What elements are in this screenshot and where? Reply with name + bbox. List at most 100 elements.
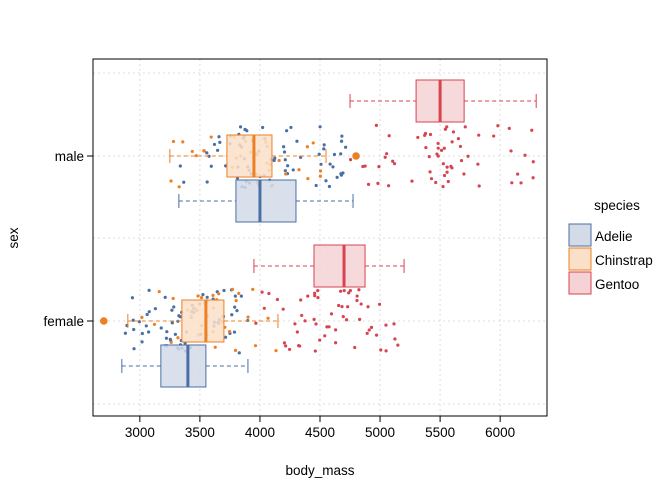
- jitter-point: [366, 305, 370, 309]
- jitter-point: [384, 323, 388, 327]
- jitter-point: [140, 340, 144, 344]
- legend: species Adelie Chinstrap Gentoo: [568, 198, 653, 295]
- jitter-point: [288, 347, 292, 352]
- jitter-point: [199, 295, 204, 300]
- jitter-point: [379, 348, 383, 352]
- jitter-point: [163, 295, 167, 299]
- jitter-point: [392, 162, 397, 166]
- legend-title: species: [594, 198, 640, 213]
- jitter-point: [217, 135, 221, 139]
- box-gentoo-male: [349, 79, 537, 123]
- jitter-point: [170, 321, 174, 325]
- jitter-point: [374, 333, 379, 337]
- jitter-point: [365, 331, 369, 335]
- box-chinstrap-female: [100, 299, 279, 343]
- x-tick-label: 4500: [305, 425, 335, 440]
- jitter-point: [176, 336, 180, 340]
- jitter-point: [212, 142, 217, 147]
- jitter-point: [328, 162, 332, 166]
- jitter-point: [313, 294, 317, 298]
- legend-label-gentoo: Gentoo: [595, 277, 639, 292]
- jitter-point: [306, 177, 310, 181]
- axes: 3000 3500 4000 4500 5000 5500 6000 female male: [43, 149, 515, 440]
- jitter-point: [178, 164, 182, 168]
- jitter-point: [366, 182, 371, 186]
- jitter-point: [286, 164, 290, 168]
- jitter-point: [334, 341, 338, 345]
- jitter-point: [181, 140, 185, 144]
- jitter-point: [165, 330, 169, 334]
- jitter-point: [145, 312, 149, 317]
- jitter-point: [314, 183, 318, 188]
- jitter-point: [462, 172, 466, 176]
- jitter-point: [456, 137, 461, 141]
- jitter-point: [374, 123, 379, 127]
- jitter-point: [428, 170, 432, 174]
- legend-swatch-adelie: [568, 223, 592, 247]
- jitter-point: [235, 309, 239, 313]
- jitter-point: [170, 308, 174, 312]
- jitter-point: [293, 322, 297, 326]
- x-tick-label: 3500: [185, 425, 215, 440]
- jitter-point: [281, 307, 285, 311]
- jitter-point: [387, 134, 391, 138]
- jitter-point: [282, 150, 287, 154]
- jitter-point: [410, 179, 414, 183]
- jitter-point: [194, 154, 198, 158]
- jitter-point: [230, 287, 235, 291]
- jitter-point: [277, 158, 281, 163]
- jitter-point: [459, 158, 464, 163]
- jitter-point: [449, 164, 453, 168]
- box-iqr: [181, 299, 225, 343]
- jitter-point: [159, 326, 163, 330]
- jitter-point: [295, 330, 299, 334]
- jitter-point: [450, 140, 454, 144]
- jitter-point: [233, 348, 238, 352]
- jitter-point: [239, 294, 243, 298]
- jitter-point: [232, 330, 237, 334]
- jitter-point: [262, 306, 266, 310]
- jitter-point: [445, 125, 449, 129]
- jitter-point: [300, 313, 304, 318]
- jitter-point: [297, 168, 301, 172]
- jitter-point: [331, 165, 335, 169]
- jitter-point: [213, 345, 217, 349]
- x-axis-title: body_mass: [285, 463, 354, 478]
- jitter-point: [313, 349, 317, 353]
- jitter-point: [216, 148, 220, 152]
- jitter-point: [223, 335, 228, 339]
- jitter-point: [172, 305, 176, 309]
- jitter-point: [234, 299, 238, 303]
- box-iqr: [160, 344, 207, 388]
- jitter-point: [318, 125, 322, 129]
- jitter-point: [516, 172, 520, 176]
- x-tick-label: 5500: [425, 425, 455, 440]
- jitter-point: [347, 291, 351, 295]
- jitter-point: [313, 291, 317, 295]
- jitter-point: [531, 160, 535, 164]
- x-tick-label: 3000: [125, 425, 155, 440]
- jitter-point: [384, 349, 388, 353]
- jitter-point: [339, 172, 343, 176]
- jitter-point: [140, 315, 144, 319]
- jitter-point: [429, 177, 434, 181]
- grid-lines: [93, 59, 547, 416]
- jitter-point: [201, 292, 205, 297]
- jitter-point: [434, 180, 438, 185]
- jitter-point: [316, 296, 320, 300]
- jitter-point: [376, 181, 380, 185]
- jitter-point: [182, 180, 186, 184]
- jitter-point: [260, 290, 264, 294]
- jitter-point: [492, 134, 496, 138]
- box-iqr: [313, 244, 366, 288]
- jitter-point: [274, 348, 278, 353]
- jitter-point: [209, 135, 213, 139]
- outlier-point: [100, 317, 108, 325]
- jitter-point: [523, 153, 527, 157]
- jitter-point: [436, 154, 440, 158]
- jitter-point: [190, 149, 194, 154]
- outlier-point: [352, 152, 360, 160]
- jitter-point: [355, 298, 359, 303]
- box-chinstrap-male: [169, 134, 360, 178]
